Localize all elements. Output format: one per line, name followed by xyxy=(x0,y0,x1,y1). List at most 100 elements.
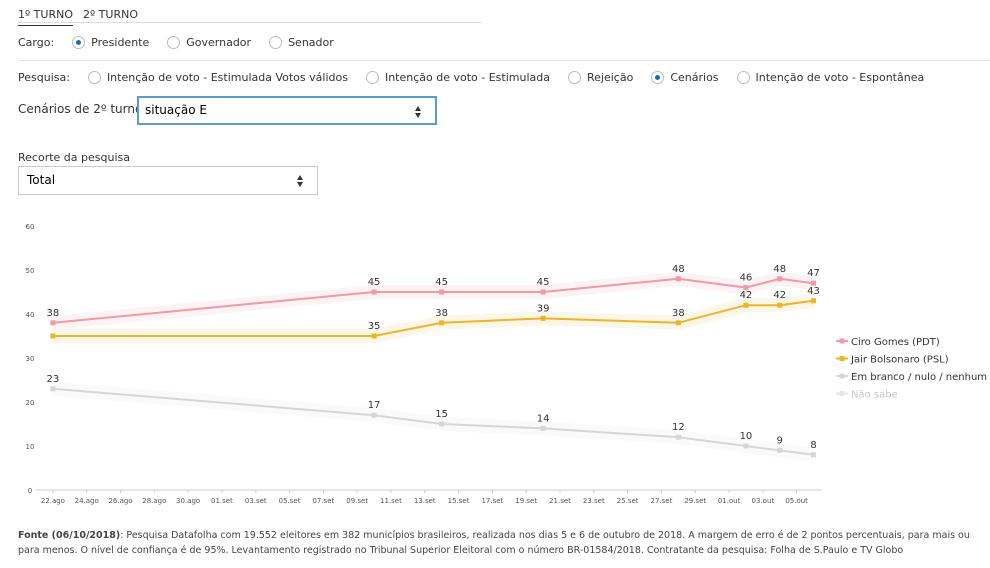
data-label: 15 xyxy=(435,409,448,420)
x-tick-label: 01.out xyxy=(718,497,741,505)
point xyxy=(439,289,445,295)
data-label: 45 xyxy=(435,277,448,288)
x-tick-label: 22.ago xyxy=(41,497,65,505)
x-tick-label: 11.set xyxy=(380,497,402,505)
data-label: 43 xyxy=(807,286,820,297)
y-tick-label: 50 xyxy=(26,267,35,275)
legend-swatch-dot xyxy=(839,356,845,361)
pesquisa-label: Pesquisa: xyxy=(18,71,70,84)
point xyxy=(540,315,546,321)
recorte-label: Recorte da pesquisa xyxy=(18,151,130,164)
data-label: 12 xyxy=(672,422,685,433)
point xyxy=(439,421,445,427)
divider xyxy=(18,60,990,61)
data-label: 48 xyxy=(672,264,685,275)
radio[interactable] xyxy=(651,71,665,84)
cenarios-value: situação E xyxy=(145,103,207,117)
recorte-select[interactable]: Total xyxy=(18,166,318,195)
data-label: 47 xyxy=(807,268,820,279)
legend-swatch-dot xyxy=(839,373,845,379)
x-tick-label: 30.ago xyxy=(176,497,200,505)
point xyxy=(811,452,817,458)
x-tick-label: 29.set xyxy=(684,497,706,505)
data-label: 45 xyxy=(537,277,550,288)
chart: 0 10 20 30 40 50 60 22.ago 24.ago 26.ago 28.ago 30.… xyxy=(26,223,988,505)
radio-label[interactable]: Presidente xyxy=(91,36,150,49)
radio[interactable] xyxy=(167,36,181,49)
tab[interactable]: 2º TURNO xyxy=(83,8,138,21)
point xyxy=(439,320,445,326)
radio-label[interactable]: Senador xyxy=(288,36,334,49)
point xyxy=(540,289,546,295)
y-tick-label: 30 xyxy=(26,355,35,363)
point xyxy=(371,289,377,295)
data-label: 8 xyxy=(810,440,816,451)
point xyxy=(675,434,681,440)
tab[interactable]: 1º TURNO xyxy=(18,8,73,26)
data-label: 46 xyxy=(740,273,753,284)
data-label: 45 xyxy=(368,277,381,288)
radio[interactable] xyxy=(736,71,750,84)
y-tick-label: 10 xyxy=(26,443,35,451)
radio[interactable] xyxy=(365,71,379,84)
y-tick-label: 40 xyxy=(26,311,35,319)
point xyxy=(777,276,783,282)
point xyxy=(50,320,56,326)
radio[interactable] xyxy=(568,71,581,84)
radio[interactable] xyxy=(72,36,86,49)
line xyxy=(52,299,814,337)
data-label: 38 xyxy=(47,308,60,319)
radio-label[interactable]: Intenção de voto - Espontânea xyxy=(755,71,925,84)
radio[interactable] xyxy=(87,71,101,84)
x-tick-label: 17.set xyxy=(481,497,503,505)
data-label: 14 xyxy=(537,413,550,424)
x-tick-label: 23.set xyxy=(583,497,605,505)
y-tick-label: 60 xyxy=(26,223,35,231)
data-label: 48 xyxy=(773,264,786,275)
legend-label: Jair Bolsonaro (PSL) xyxy=(850,355,949,366)
point xyxy=(811,280,817,286)
point xyxy=(777,447,783,453)
point xyxy=(675,276,681,282)
x-tick-label: 09.set xyxy=(346,497,368,505)
radio-label[interactable]: Intenção de voto - Estimulada xyxy=(384,71,550,84)
point xyxy=(675,320,681,326)
x-tick-label: 28.ago xyxy=(142,497,166,505)
legend-label: Em branco / nulo / nenhum xyxy=(851,372,987,383)
legend-swatch-dot xyxy=(839,391,845,396)
x-tick-label: 07.set xyxy=(312,497,334,505)
y-tick-label: 20 xyxy=(26,399,35,407)
cenarios-label: Cenários de 2º turno: xyxy=(18,102,147,116)
footer-text: : Pesquisa Datafolha com 19.552 eleitore… xyxy=(18,530,970,556)
radio-label[interactable]: Governador xyxy=(186,36,252,49)
radio[interactable] xyxy=(269,36,283,49)
data-label: 42 xyxy=(740,290,753,301)
tab-rule xyxy=(18,22,482,23)
radio-label[interactable]: Rejeição xyxy=(587,71,634,84)
x-tick-label: 05.out xyxy=(785,497,808,505)
data-label: 17 xyxy=(368,400,381,411)
x-tick-label: 03.out xyxy=(752,497,775,505)
x-tick-label: 27.set xyxy=(650,497,672,505)
line xyxy=(52,277,814,324)
data-label: 10 xyxy=(740,431,753,442)
point xyxy=(50,333,56,339)
cargo-row: Cargo: Presidente Governador Senador xyxy=(18,36,334,49)
cenarios-select[interactable]: situação E xyxy=(137,96,437,125)
point xyxy=(811,298,817,304)
footer: Fonte (06/10/2018): Pesquisa Datafolha c… xyxy=(18,528,983,558)
point xyxy=(371,333,377,339)
cargo-label: Cargo: xyxy=(18,36,55,49)
data-label: 38 xyxy=(672,308,685,319)
point xyxy=(540,425,546,431)
radio-label[interactable]: Cenários xyxy=(670,71,719,84)
legend-label: Não sabe xyxy=(851,390,898,401)
point xyxy=(50,386,56,392)
x-tick-label: 01.set xyxy=(211,497,233,505)
point xyxy=(743,443,749,449)
x-tick-label: 25.set xyxy=(617,497,639,505)
data-label: 9 xyxy=(777,435,783,446)
data-label: 38 xyxy=(435,308,448,319)
data-label: 35 xyxy=(368,321,381,332)
radio-label[interactable]: Intenção de voto - Estimulada Votos váli… xyxy=(106,71,348,84)
